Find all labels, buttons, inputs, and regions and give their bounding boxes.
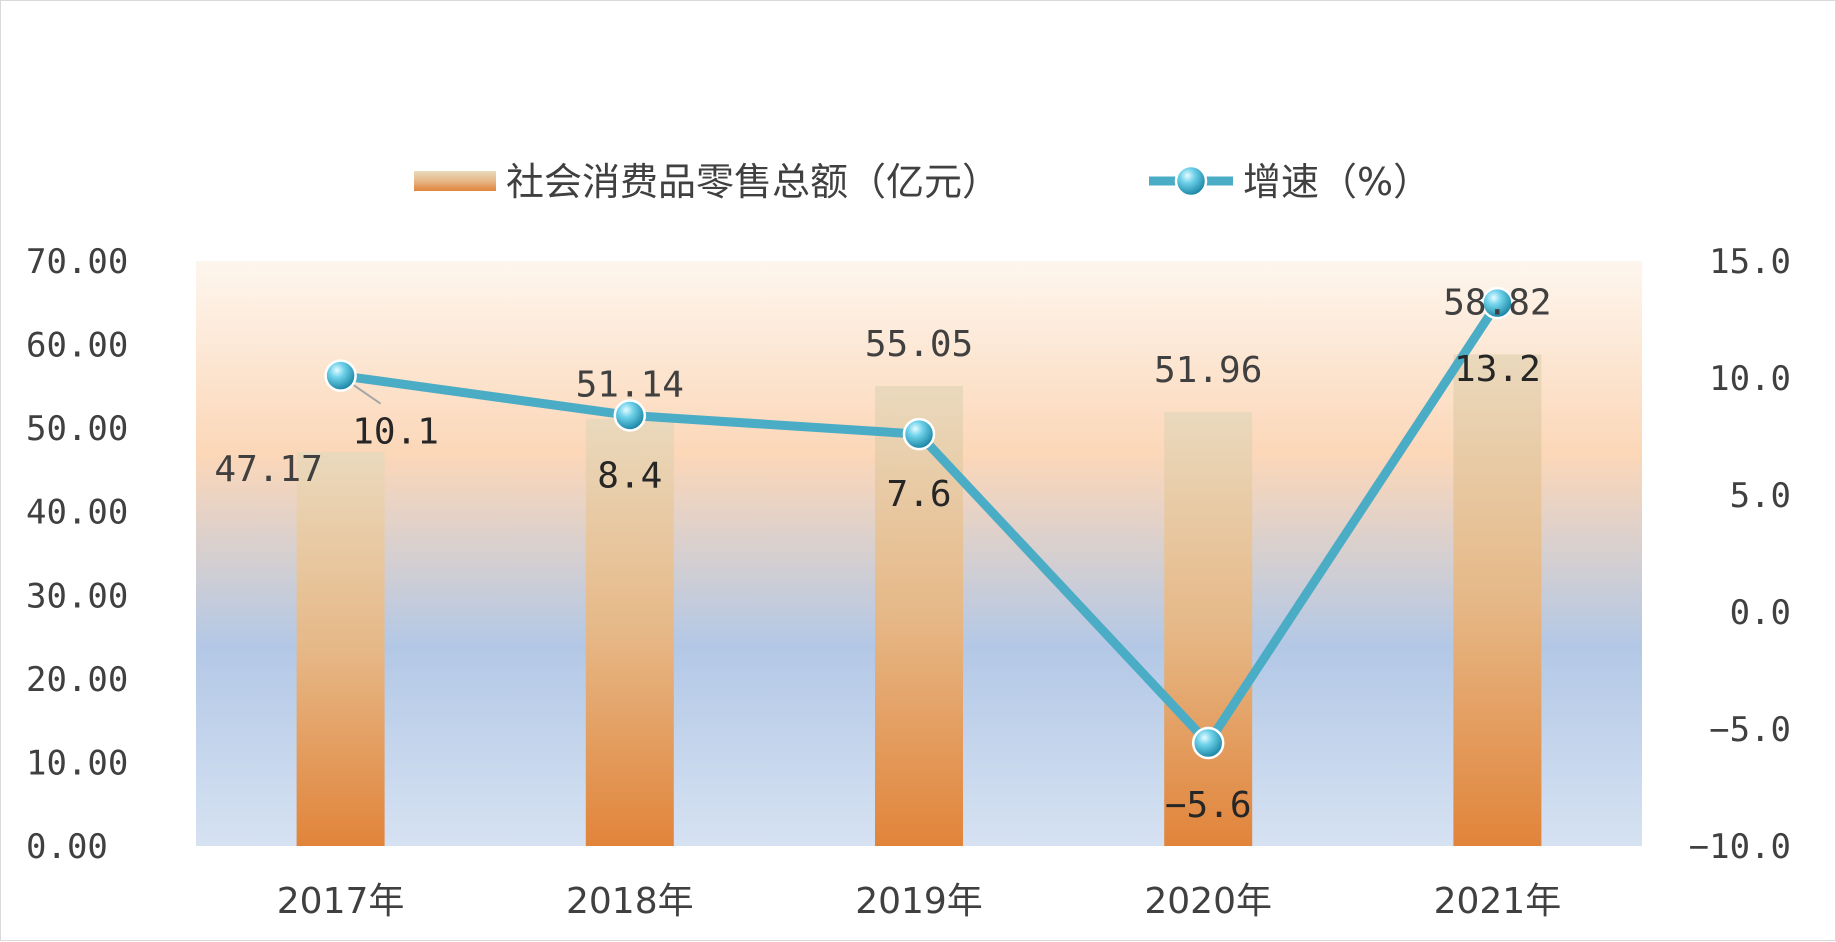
- x-tick-label: 2018年: [566, 881, 694, 922]
- line-point-4: [1481, 286, 1514, 320]
- x-axis: 2017年 2018年 2019年 2020年 2021年: [277, 881, 1561, 922]
- x-tick-label: 2021年: [1434, 881, 1562, 922]
- right-tick-label: 0.0: [1730, 593, 1791, 633]
- left-tick-label: 70.00: [26, 242, 128, 282]
- left-tick-label: 0.00: [26, 827, 108, 867]
- right-tick-label: 10.0: [1709, 359, 1791, 399]
- line-data-labels: 10.1 8.4 7.6 −5.6 13.2: [352, 349, 1541, 826]
- x-tick-label: 2019年: [855, 881, 983, 922]
- growth-value-label: 10.1: [352, 412, 439, 453]
- right-axis: −10.0 −5.0 0.0 5.0 10.0 15.0: [1689, 242, 1791, 867]
- bar-1: [585, 418, 674, 846]
- bar-value-label: 51.96: [1154, 350, 1262, 391]
- bar-data-labels: 47.17 51.14 55.05 51.96 58.82: [214, 282, 1551, 489]
- legend-line-marker: [1174, 164, 1208, 198]
- bar-value-label: 51.14: [576, 365, 684, 406]
- x-tick-label: 2017年: [277, 881, 405, 922]
- right-tick-label: 15.0: [1709, 242, 1791, 282]
- left-tick-label: 10.00: [26, 743, 128, 783]
- legend-bar-label: 社会消费品零售总额（亿元）: [506, 160, 1000, 204]
- left-tick-label: 40.00: [26, 493, 128, 533]
- right-tick-label: −5.0: [1709, 710, 1791, 750]
- left-tick-label: 20.00: [26, 660, 128, 700]
- bar-3: [1164, 411, 1253, 846]
- legend-line-label: 增速（%）: [1243, 160, 1431, 204]
- legend: 社会消费品零售总额（亿元） 增速（%）: [414, 160, 1431, 204]
- growth-value-label: 8.4: [597, 455, 662, 496]
- left-tick-label: 60.00: [26, 326, 128, 366]
- left-tick-label: 30.00: [26, 576, 128, 616]
- line-point-0: [324, 359, 357, 392]
- line-series: [324, 286, 1514, 760]
- bar-value-label: 58.82: [1443, 282, 1551, 323]
- legend-bar-swatch: [414, 171, 496, 191]
- line-point-2: [902, 417, 936, 451]
- label-leader-line: [348, 380, 382, 405]
- bar-value-label: 55.05: [865, 324, 973, 365]
- line-point-3: [1191, 726, 1225, 760]
- bar-4: [1453, 354, 1542, 846]
- bar-value-label: 47.17: [214, 449, 322, 490]
- growth-value-label: −5.6: [1165, 785, 1252, 826]
- left-axis: 0.00 10.00 20.00 30.00 40.00 50.00 60.00 70.00: [26, 242, 128, 867]
- x-tick-label: 2020年: [1144, 881, 1272, 922]
- right-tick-label: 5.0: [1730, 476, 1791, 516]
- bar-2: [875, 385, 963, 846]
- right-tick-label: −10.0: [1689, 827, 1791, 867]
- left-tick-label: 50.00: [26, 409, 128, 449]
- growth-value-label: 7.6: [886, 474, 951, 515]
- line-point-1: [613, 399, 647, 432]
- growth-value-label: 13.2: [1454, 349, 1541, 390]
- bar-0: [296, 451, 385, 846]
